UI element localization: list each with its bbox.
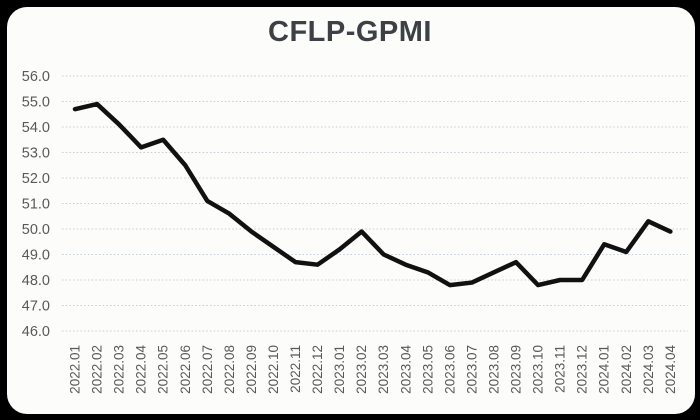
x-axis-tick-label: 2023.08 [486, 345, 501, 394]
x-axis-tick-label: 2022.01 [68, 345, 83, 394]
x-axis-tick-label: 2022.07 [200, 345, 215, 394]
x-axis-labels-group: 2022.01 2022.02 2022.03 2022.04 2022.05 2022.… [68, 345, 678, 394]
x-axis-tick-label: 2022.09 [244, 345, 259, 394]
y-axis-tick-label: 54.0 [22, 120, 50, 136]
x-axis-tick-label: 2023.12 [575, 345, 590, 394]
x-axis-tick-label: 2022.08 [222, 345, 237, 394]
x-axis-tick-label: 2023.05 [420, 345, 435, 394]
x-axis-tick-label: 2022.12 [310, 345, 325, 394]
y-axis-tick-label: 47.0 [22, 299, 50, 315]
y-axis-tick-label: 50.0 [22, 222, 50, 238]
x-axis-tick-label: 2023.02 [354, 345, 369, 394]
x-axis-tick-label: 2023.03 [376, 345, 391, 394]
x-axis-tick-label: 2024.03 [641, 345, 656, 394]
gridlines-group [62, 75, 688, 332]
y-axis-tick-label: 52.0 [22, 171, 50, 187]
x-axis-tick-label: 2022.03 [112, 345, 127, 394]
x-axis-tick-label: 2023.11 [553, 345, 568, 393]
x-axis-tick-label: 2022.06 [178, 345, 193, 394]
x-axis-tick-label: 2022.11 [288, 345, 303, 393]
y-axis-tick-label: 48.0 [22, 273, 50, 289]
x-axis-tick-label: 2024.04 [663, 345, 678, 394]
x-axis-tick-label: 2023.01 [332, 345, 347, 394]
gpmi-line-series [72, 101, 673, 288]
x-axis-tick-label: 2023.07 [464, 345, 479, 394]
y-axis-tick-label: 56.0 [22, 69, 50, 85]
x-axis-tick-label: 2022.05 [156, 345, 171, 394]
data-series-group [72, 101, 673, 288]
x-axis-tick-label: 2024.02 [619, 345, 634, 394]
x-axis-tick-label: 2023.06 [442, 345, 457, 394]
chart-card [7, 7, 695, 414]
y-axis-tick-label: 46.0 [22, 324, 50, 340]
x-axis-tick-label: 2024.01 [597, 345, 612, 394]
x-axis-tick-label: 2023.04 [398, 345, 413, 394]
x-axis-tick-label: 2023.09 [509, 345, 524, 394]
y-axis-labels-group: 46.0 47.0 48.0 49.0 50.0 51.0 52.0 53.0 54.0 55.0… [22, 69, 50, 340]
x-axis-tick-label: 2022.10 [266, 345, 281, 394]
x-axis-tick-label: 2022.02 [90, 345, 105, 394]
y-axis-tick-label: 49.0 [22, 248, 50, 264]
y-axis-tick-label: 53.0 [22, 146, 50, 162]
x-axis-tick-label: 2022.04 [134, 345, 149, 394]
x-axis-tick-label: 2023.10 [531, 345, 546, 394]
y-axis-tick-label: 51.0 [22, 197, 50, 213]
y-axis-tick-label: 55.0 [22, 95, 50, 111]
chart-title: CFLP-GPMI [268, 16, 432, 48]
